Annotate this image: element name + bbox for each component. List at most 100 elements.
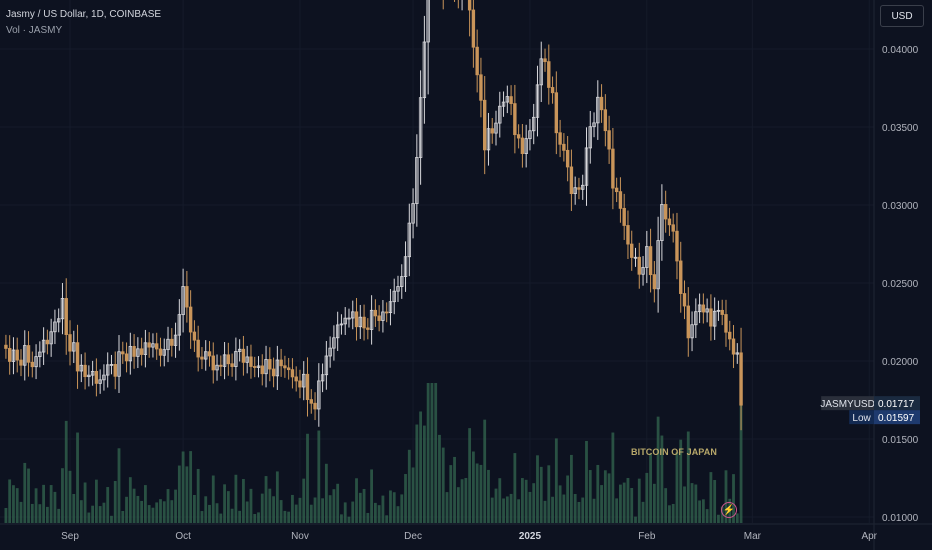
candle-body (117, 351, 121, 377)
candle-body (712, 310, 717, 327)
low-marker-value-bg (874, 410, 920, 425)
candle-body (535, 84, 540, 118)
currency-button[interactable]: USD (880, 5, 924, 27)
volume-bar (12, 485, 15, 523)
volume-bar (223, 484, 226, 523)
volume-bar (641, 501, 645, 523)
candle-body (166, 338, 170, 351)
volume-bar (234, 474, 238, 523)
candle-body (343, 317, 347, 325)
volume-bar (151, 507, 155, 523)
volume-bar (362, 488, 366, 523)
volume-bar (196, 468, 200, 523)
candle-body (407, 222, 411, 258)
candle-body (128, 346, 133, 362)
volume-bar (159, 499, 162, 523)
lightning-icon[interactable]: ⚡ (721, 502, 737, 518)
candle-body (392, 290, 396, 303)
candle-body (596, 96, 600, 124)
volume-bar (370, 469, 373, 523)
candle-body (305, 373, 310, 400)
candle-body (151, 343, 155, 348)
candle-body (475, 46, 479, 76)
candle-body (94, 370, 99, 384)
candle-body (694, 311, 698, 326)
price-tick-label: 0.02500 (882, 279, 919, 290)
candle-body (656, 240, 660, 290)
volume-bar (445, 492, 449, 523)
volume-bar (106, 487, 110, 523)
low-marker-label: Low (852, 413, 871, 424)
candle-body (283, 365, 287, 369)
time-axis: Sep Oct Nov Dec 2025 Feb Mar Apr (0, 523, 932, 542)
volume-bar (64, 420, 68, 523)
volume-bar (302, 478, 306, 523)
volume-bar (671, 503, 675, 523)
volume-indicator-label[interactable]: Vol · JASMY (6, 25, 63, 36)
candle-body (701, 304, 706, 313)
candle-body (501, 101, 506, 107)
candle-body (351, 311, 355, 319)
candle-body (226, 354, 231, 365)
candle-body (64, 298, 68, 336)
volume-bar (185, 466, 189, 523)
volume-bar (679, 439, 683, 523)
volume-bar (713, 480, 717, 523)
volume-bar (675, 452, 679, 523)
volume-bar (328, 495, 332, 523)
candle-body (298, 380, 302, 388)
candle-body (181, 286, 185, 316)
volume-bar (592, 498, 596, 523)
volume-bar (547, 465, 551, 523)
volume-bar (309, 504, 313, 523)
volume-bar (200, 511, 204, 523)
candle-body (264, 359, 268, 375)
volume-bar (683, 486, 686, 523)
volume-bar (536, 455, 539, 523)
candle-body (630, 243, 634, 258)
candle-body (332, 337, 336, 349)
candle-body (98, 379, 102, 384)
candle-body (200, 356, 204, 360)
candle-body (56, 318, 61, 323)
volume-bar (430, 383, 434, 523)
candle-body (509, 96, 513, 105)
candle-body (426, 0, 430, 43)
candle-body (592, 122, 596, 128)
volume-bar (72, 493, 76, 523)
price-axis: 0.070000.065000.055000.050000.045000.040… (873, 0, 919, 550)
volume-bar (275, 471, 279, 523)
candle-body (581, 184, 585, 190)
candle-body (113, 364, 117, 377)
candle-body (547, 61, 551, 88)
volume-bar (479, 464, 483, 523)
candle-body (192, 331, 197, 341)
volume-bar (340, 514, 343, 523)
candle-body (622, 207, 626, 226)
candle-body (177, 314, 182, 336)
candle-body (87, 374, 91, 378)
candle-body (626, 225, 630, 245)
candle-body (313, 402, 317, 410)
volume-bar (468, 428, 472, 523)
candle-body (618, 191, 623, 209)
volume-bar (117, 448, 121, 523)
candle-body (498, 105, 502, 124)
volume-bar (385, 515, 389, 523)
candle-body (237, 348, 242, 352)
candle-body (147, 342, 151, 348)
candle-body (279, 359, 283, 367)
volume-bar (136, 495, 140, 523)
volume-bar (585, 440, 588, 523)
volume-bar (313, 497, 317, 523)
candle-body (79, 364, 84, 372)
candle-body (245, 356, 249, 363)
volume-bar (513, 453, 517, 523)
candle-body (7, 348, 12, 362)
volume-bar (434, 383, 438, 523)
volume-bar (336, 483, 340, 523)
candle-body (230, 363, 234, 367)
volume-bar (392, 492, 396, 523)
